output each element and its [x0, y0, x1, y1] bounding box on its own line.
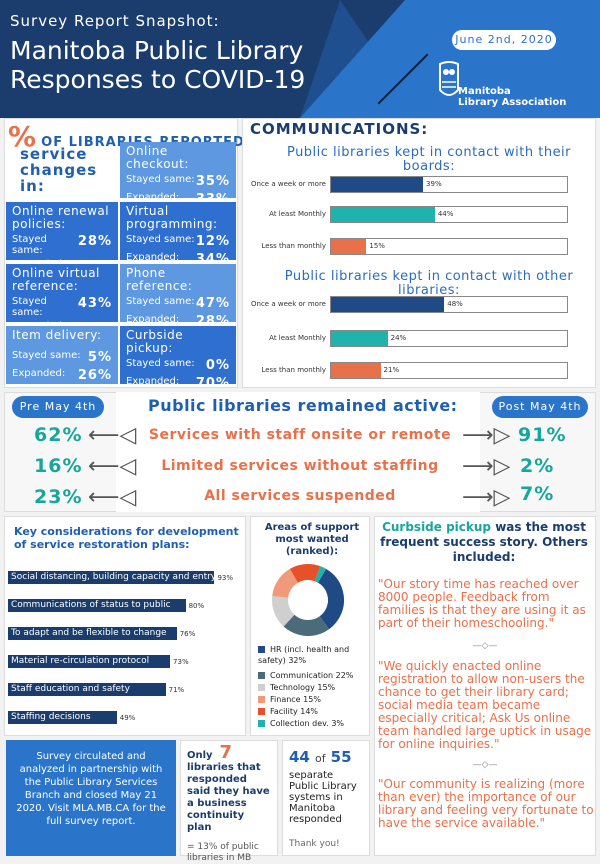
support-donut-chart	[272, 564, 344, 636]
consideration-bar: Social distancing, building capacity and…	[8, 571, 216, 584]
donut-slice	[272, 564, 344, 636]
service-changes-subheading: service changes in:	[20, 145, 98, 195]
cell-item-delivery: Item delivery: Stayed same: 5% Expanded: 2…	[6, 326, 118, 384]
consideration-bar: Communications of status to public	[8, 599, 186, 612]
boards-question: Public libraries kept in contact with th…	[286, 145, 572, 174]
divider-icon: —◇—	[472, 760, 498, 770]
active-title: Public libraries remained active:	[148, 396, 458, 415]
quote-community: "Our community is realizing (more than e…	[378, 777, 594, 830]
comm-bar-value: 48%	[447, 300, 463, 308]
legend-item: Finance 15%	[258, 694, 366, 705]
report-subtitle: Survey Report Snapshot:	[10, 12, 220, 30]
legend-item: HR (incl. health and safety) 32%	[258, 645, 350, 665]
date-badge: June 2nd, 2020	[452, 30, 556, 50]
stories-heading: Curbside pickup was the most frequent su…	[380, 520, 588, 564]
communications-title: COMMUNICATIONS:	[250, 120, 429, 138]
status-limited: Limited services without staffing	[161, 458, 439, 474]
key-considerations-title: Key considerations for development of se…	[14, 525, 239, 551]
comm-bar-label: Less than monthly	[261, 242, 326, 250]
page-title: Manitoba Public Library Responses to COV…	[10, 36, 306, 94]
cell-curbside-pickup: Curbside pickup: Stayed same: 0% Expanded…	[120, 326, 236, 391]
legend-item: Technology 15%	[258, 682, 366, 693]
comm-bar-label: Less than monthly	[261, 366, 326, 374]
consideration-bar: Material re-circulation protocol	[8, 655, 171, 668]
post-pct-staffed: 91%	[518, 424, 567, 446]
consideration-value: 93%	[217, 574, 234, 582]
consideration-bar: Staffing decisions	[8, 711, 117, 724]
comm-bar-track	[330, 362, 568, 379]
comm-bar-value: 15%	[369, 242, 385, 250]
comm-bar	[331, 331, 388, 346]
arrow-right-icon: ⟶▷	[462, 485, 511, 510]
mla-logo-text: Manitoba Library Association	[458, 86, 567, 108]
comm-bar-value: 21%	[383, 366, 400, 374]
comm-bar-track	[330, 330, 568, 347]
cell-virtual-programming: Virtual programming: Stayed same: 12% Exp…	[120, 202, 236, 267]
comm-bar-track	[330, 206, 568, 223]
consideration-bar: Staff education and safety	[8, 683, 166, 696]
comm-bar-value: 44%	[437, 210, 454, 218]
arrow-left-icon: ⟵◁	[88, 454, 137, 479]
pre-pct-suspended: 23%	[34, 486, 83, 508]
comm-bar	[331, 363, 381, 378]
arrow-right-icon: ⟶▷	[462, 423, 511, 448]
consideration-value: 73%	[173, 658, 189, 666]
comm-bar-track	[330, 176, 568, 193]
header-banner	[0, 0, 600, 118]
key-considerations-panel	[4, 516, 246, 736]
percent-sign: %	[8, 120, 37, 153]
consideration-value: 49%	[119, 714, 136, 722]
comm-bar-value: 39%	[426, 180, 442, 188]
divider-icon: —◇—	[472, 641, 498, 651]
cell-online-checkout: Online checkout: Stayed same: 35% Expande…	[120, 142, 236, 207]
post-may-label: Post May 4th	[492, 396, 588, 418]
donut-slice	[272, 564, 344, 636]
legend-item: Collection dev. 3%	[258, 718, 366, 729]
cell-online-renewal: Online renewal policies: Stayed same: 28%…	[6, 202, 118, 274]
survey-info-box: Survey circulated and analyzed in partne…	[6, 740, 176, 856]
comm-bar	[331, 239, 367, 254]
comm-bar-value: 24%	[390, 334, 407, 342]
donut-slice	[272, 564, 344, 636]
status-staffed: Services with staff onsite or remote	[148, 427, 452, 443]
cell-online-virtual-reference: Online virtual reference: Stayed same: 43…	[6, 264, 118, 336]
quote-online-registration: "We quickly enacted online registration …	[378, 659, 592, 751]
cell-phone-reference: Phone reference: Stayed same: 47% Expande…	[120, 264, 236, 329]
consideration-value: 76%	[179, 630, 196, 638]
pre-pct-staffed: 62%	[34, 424, 83, 446]
mla-owl-logo-icon	[439, 61, 459, 96]
comm-bar	[331, 207, 435, 222]
systems-responded-box: 44 of 55 separate Public Library systems…	[282, 740, 370, 856]
libraries-question: Public libraries kept in contact with ot…	[284, 269, 574, 298]
comm-bar-label: At least Monthly	[269, 210, 326, 218]
comm-bar	[331, 177, 424, 192]
areas-support-title: Areas of support most wanted (ranked):	[264, 522, 360, 557]
continuity-plan-box: Only 7 libraries that responded said the…	[180, 740, 278, 863]
comm-bar-track	[330, 296, 568, 313]
post-pct-suspended: 7%	[520, 483, 555, 505]
comm-bar-label: Once a week or more	[251, 300, 326, 308]
consideration-value: 80%	[188, 602, 205, 610]
comm-bar	[331, 297, 445, 312]
arrow-right-icon: ⟶▷	[462, 454, 511, 479]
arrow-left-icon: ⟵◁	[88, 423, 137, 448]
comm-bar-label: Once a week or more	[251, 180, 326, 188]
comm-bar-track	[330, 238, 568, 255]
stories-panel	[374, 516, 596, 856]
comm-bar-label: At least Monthly	[269, 334, 326, 342]
pre-may-label: Pre May 4th	[12, 396, 104, 418]
post-pct-limited: 2%	[520, 455, 555, 477]
continuity-count: 7	[219, 742, 233, 763]
arrow-left-icon: ⟵◁	[88, 485, 137, 510]
legend-item: Facility 14%	[258, 706, 366, 717]
quote-story-time: "Our story time has reached over 8000 pe…	[378, 577, 586, 630]
pre-pct-limited: 16%	[34, 455, 83, 477]
consideration-bar: To adapt and be flexible to change	[8, 627, 177, 640]
consideration-value: 71%	[168, 686, 185, 694]
legend-item: Communication 22%	[258, 670, 366, 681]
status-suspended: All services suspended	[204, 488, 396, 504]
